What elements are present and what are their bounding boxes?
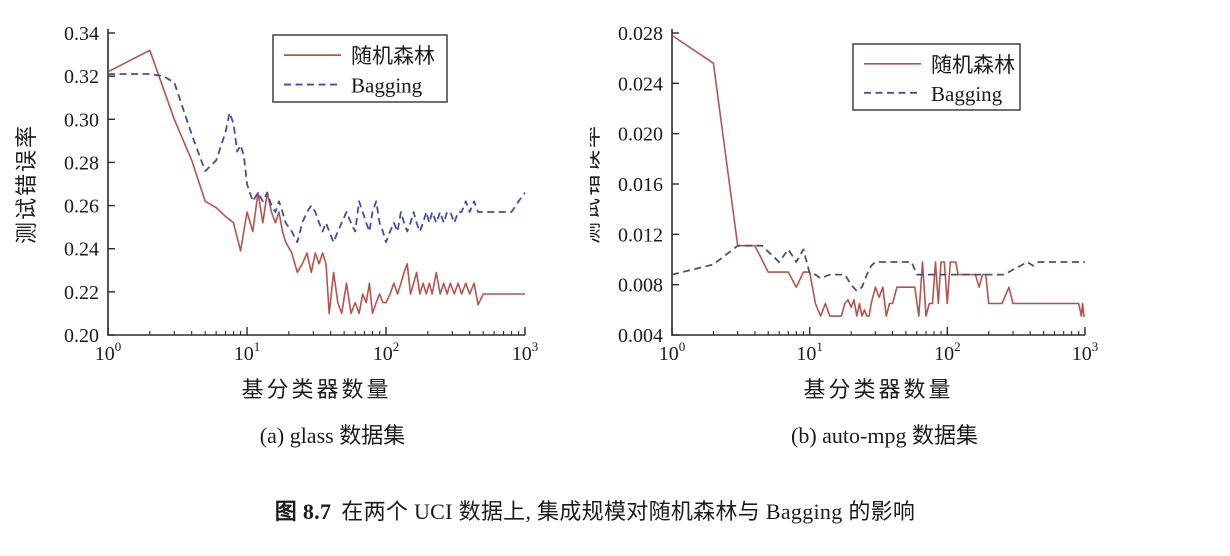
x-tick-label: 103 (1072, 339, 1099, 365)
random-forest-line (671, 34, 1085, 317)
random-forest-line (107, 49, 525, 315)
bagging-line (108, 73, 526, 244)
x-axis-label: 基分类器数量 (803, 377, 953, 402)
legend-box (852, 43, 1021, 111)
y-tick-label: 0.30 (64, 109, 99, 131)
figure-caption: 图 8.7 在两个 UCI 数据上, 集成规模对随机森林与 Bagging 的影响 (0, 494, 1190, 526)
x-tick-label: 101 (796, 339, 823, 365)
y-tick-label: 0.028 (618, 23, 663, 45)
legend: 随机森林 Bagging (272, 34, 448, 103)
y-axis-label: 测试错误率 (590, 124, 603, 244)
y-tick-label: 0.22 (64, 282, 99, 304)
x-axis-label: 基分类器数量 (241, 377, 391, 402)
x-tick-label: 100 (659, 339, 686, 365)
y-tick-label: 0.004 (618, 325, 663, 347)
legend-label: 随机森林 (931, 53, 1015, 77)
y-tick-label: 0.34 (64, 23, 99, 45)
legend: 随机森林 Bagging (852, 43, 1021, 111)
y-tick-label: 0.20 (64, 325, 99, 347)
bagging-line (671, 244, 1085, 292)
x-tick-label: 100 (95, 339, 122, 365)
legend-label: Bagging (351, 74, 423, 98)
subcaption: (a) glass 数据集 (260, 423, 405, 448)
y-tick-label: 0.28 (64, 152, 99, 174)
y-tick-label: 0.016 (618, 174, 663, 196)
auto-mpg-chart: 0.004 0.008 0.012 0.016 0.020 0.024 0.028 100 10… (590, 23, 1099, 448)
x-tick-label: 103 (512, 339, 539, 365)
glass-chart: 0.20 0.22 0.24 0.26 0.28 0.30 0.32 0.34 100 101 10… (14, 23, 539, 448)
figure-caption-text: 在两个 UCI 数据上, 集成规模对随机森林与 Bagging 的影响 (341, 499, 916, 524)
figure-caption-number: 图 8.7 (274, 499, 332, 524)
y-tick-label: 0.24 (64, 239, 99, 261)
x-tick-label: 102 (373, 339, 400, 365)
y-axis-label: 测试错误率 (14, 124, 39, 244)
y-tick-label: 0.020 (618, 124, 663, 146)
y-tick-label: 0.012 (618, 224, 663, 246)
y-tick-label: 0.32 (64, 66, 99, 88)
subcaption: (b) auto-mpg 数据集 (791, 423, 978, 448)
y-tick-label: 0.024 (618, 73, 663, 95)
legend-label: 随机森林 (351, 44, 435, 68)
y-tick-label: 0.008 (618, 275, 663, 297)
x-tick-label: 101 (234, 339, 261, 365)
y-tick-label: 0.26 (64, 196, 99, 218)
legend-box (272, 34, 448, 103)
x-tick-label: 102 (934, 339, 961, 365)
legend-label: Bagging (931, 82, 1003, 106)
